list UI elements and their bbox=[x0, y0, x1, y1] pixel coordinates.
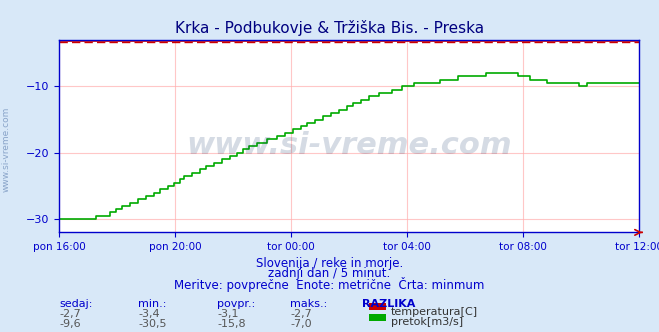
Text: zadnji dan / 5 minut.: zadnji dan / 5 minut. bbox=[268, 267, 391, 280]
Text: Krka - Podbukovje & Tržiška Bis. - Preska: Krka - Podbukovje & Tržiška Bis. - Presk… bbox=[175, 20, 484, 36]
Text: maks.:: maks.: bbox=[290, 299, 328, 309]
Text: RAZLIKA: RAZLIKA bbox=[362, 299, 416, 309]
Text: -2,7: -2,7 bbox=[290, 309, 312, 319]
Text: -2,7: -2,7 bbox=[59, 309, 81, 319]
Text: min.:: min.: bbox=[138, 299, 167, 309]
Text: -9,6: -9,6 bbox=[59, 319, 81, 329]
Text: www.si-vreme.com: www.si-vreme.com bbox=[186, 131, 512, 160]
Text: sedaj:: sedaj: bbox=[59, 299, 93, 309]
Text: -15,8: -15,8 bbox=[217, 319, 246, 329]
Text: -7,0: -7,0 bbox=[290, 319, 312, 329]
Text: povpr.:: povpr.: bbox=[217, 299, 256, 309]
Text: Slovenija / reke in morje.: Slovenija / reke in morje. bbox=[256, 257, 403, 270]
Text: pretok[m3/s]: pretok[m3/s] bbox=[391, 317, 463, 327]
Text: -3,1: -3,1 bbox=[217, 309, 239, 319]
Text: Meritve: povprečne  Enote: metrične  Črta: minmum: Meritve: povprečne Enote: metrične Črta:… bbox=[175, 277, 484, 292]
Text: -3,4: -3,4 bbox=[138, 309, 160, 319]
Text: -30,5: -30,5 bbox=[138, 319, 167, 329]
Text: www.si-vreme.com: www.si-vreme.com bbox=[2, 107, 11, 192]
Text: temperatura[C]: temperatura[C] bbox=[391, 307, 478, 317]
